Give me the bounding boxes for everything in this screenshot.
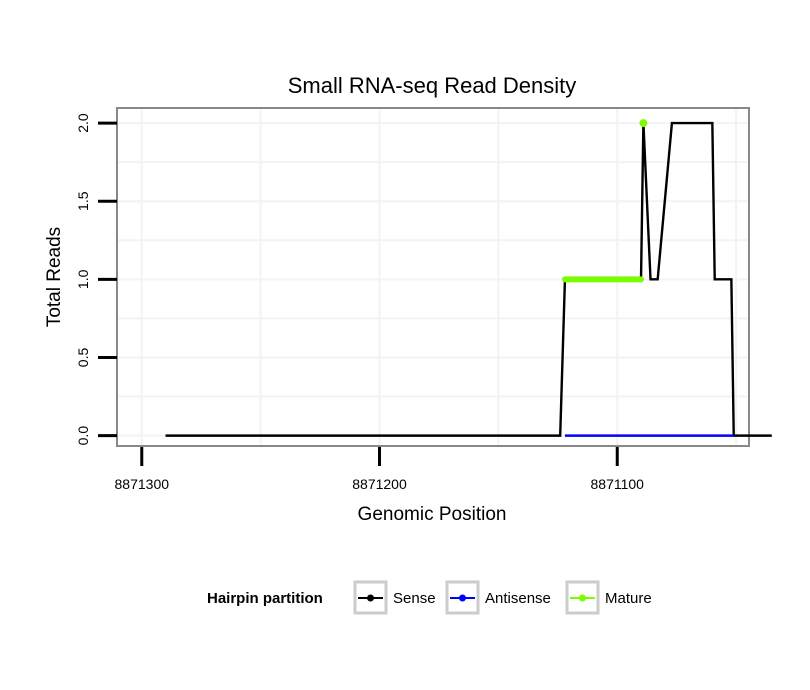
legend-label-sense: Sense xyxy=(393,590,436,607)
grid-lines xyxy=(118,109,748,445)
y-axis-label: Total Reads xyxy=(44,227,65,327)
y-tick-label: 2.0 xyxy=(75,113,91,133)
series-point-mature xyxy=(639,119,648,128)
y-tick-label: 0.5 xyxy=(75,348,91,368)
y-tick-label: 0.0 xyxy=(75,426,91,446)
chart-title: Small RNA-seq Read Density xyxy=(288,73,577,98)
legend-key-dot xyxy=(367,594,374,602)
x-tick-label: 8871300 xyxy=(115,476,170,492)
x-axis: 8871300 8871200 8871100 xyxy=(115,447,645,492)
legend-label-mature: Mature xyxy=(605,590,652,607)
legend-title: Hairpin partition xyxy=(207,590,323,607)
x-tick-label: 8871100 xyxy=(591,476,645,492)
legend-key-dot xyxy=(459,594,466,602)
plot-panel xyxy=(116,107,750,447)
x-axis-label: Genomic Position xyxy=(358,504,507,525)
x-tick-label: 8871200 xyxy=(352,476,407,492)
y-tick-label: 1.0 xyxy=(75,269,91,289)
legend-label-antisense: Antisense xyxy=(485,590,551,607)
y-axis: 0.0 0.5 1.0 1.5 2.0 xyxy=(75,113,117,445)
y-tick-label: 1.5 xyxy=(75,191,91,211)
series-layer xyxy=(165,119,772,437)
legend: Hairpin partition Sense Antisense Mature xyxy=(207,580,652,615)
legend-key-dot xyxy=(579,594,586,602)
